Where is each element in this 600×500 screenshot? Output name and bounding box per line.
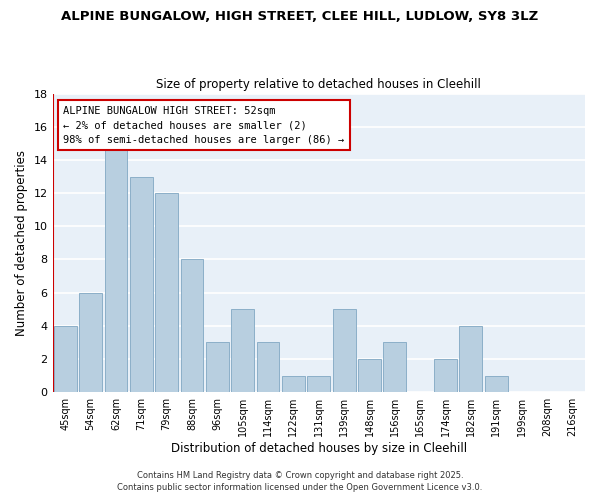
Bar [181, 260, 203, 392]
Bar [333, 309, 356, 392]
Text: Contains HM Land Registry data © Crown copyright and database right 2025.
Contai: Contains HM Land Registry data © Crown c… [118, 471, 482, 492]
Bar [130, 176, 152, 392]
Bar [485, 376, 508, 392]
Title: Size of property relative to detached houses in Cleehill: Size of property relative to detached ho… [157, 78, 481, 91]
Bar [460, 326, 482, 392]
Y-axis label: Number of detached properties: Number of detached properties [15, 150, 28, 336]
Bar [358, 359, 381, 392]
Bar [231, 309, 254, 392]
Bar [383, 342, 406, 392]
X-axis label: Distribution of detached houses by size in Cleehill: Distribution of detached houses by size … [171, 442, 467, 455]
Bar [282, 376, 305, 392]
Bar [54, 326, 77, 392]
Bar [206, 342, 229, 392]
Bar [155, 193, 178, 392]
Bar [257, 342, 280, 392]
Text: ALPINE BUNGALOW HIGH STREET: 52sqm
← 2% of detached houses are smaller (2)
98% o: ALPINE BUNGALOW HIGH STREET: 52sqm ← 2% … [63, 106, 344, 145]
Bar [434, 359, 457, 392]
Bar [79, 292, 102, 392]
Bar [104, 144, 127, 392]
Bar [307, 376, 330, 392]
Text: ALPINE BUNGALOW, HIGH STREET, CLEE HILL, LUDLOW, SY8 3LZ: ALPINE BUNGALOW, HIGH STREET, CLEE HILL,… [61, 10, 539, 23]
